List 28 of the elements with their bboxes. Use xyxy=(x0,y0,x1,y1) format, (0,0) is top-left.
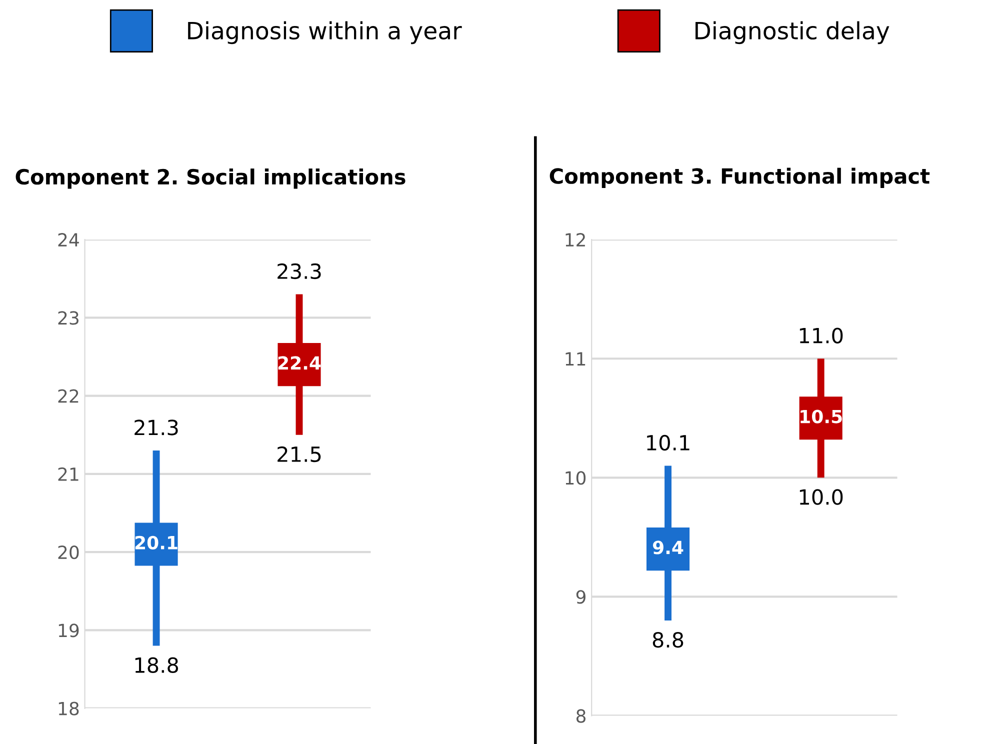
annotation: 8.8 xyxy=(652,632,684,648)
y-tick-label: 9 xyxy=(576,590,586,604)
chart-title: Component 3. Functional impact xyxy=(550,168,930,188)
y-tick-label: 24 xyxy=(58,233,79,246)
annotation: 18.8 xyxy=(135,657,178,674)
annotation: 21.5 xyxy=(278,446,321,462)
y-tick-label: 21 xyxy=(58,467,78,481)
data-label: 22.4 xyxy=(278,356,321,370)
y-tick-label: 20 xyxy=(58,546,79,560)
annotation: 10.1 xyxy=(647,434,690,451)
data-label: 20.1 xyxy=(135,536,178,550)
y-tick-label: 12 xyxy=(566,233,585,246)
y-tick-label: 22 xyxy=(58,389,78,403)
annotation: 21.3 xyxy=(134,420,178,436)
legend-label: Diagnostic delay xyxy=(696,21,890,44)
y-tick-label: 10 xyxy=(566,471,586,485)
y-tick-label: 11 xyxy=(566,352,586,366)
y-tick-label: 8 xyxy=(576,709,586,723)
annotation: 23.3 xyxy=(278,263,321,280)
annotation: 11.0 xyxy=(800,328,843,344)
annotation: 10.0 xyxy=(800,489,843,505)
chart-title: Component 2. Social implications xyxy=(16,168,406,189)
y-tick-label: 23 xyxy=(58,311,78,325)
data-label: 10.5 xyxy=(800,410,842,424)
y-tick-label: 19 xyxy=(58,624,79,638)
legend-label: Diagnosis within a year xyxy=(188,21,462,44)
data-label: 9.4 xyxy=(652,540,684,554)
y-tick-label: 18 xyxy=(58,702,79,716)
